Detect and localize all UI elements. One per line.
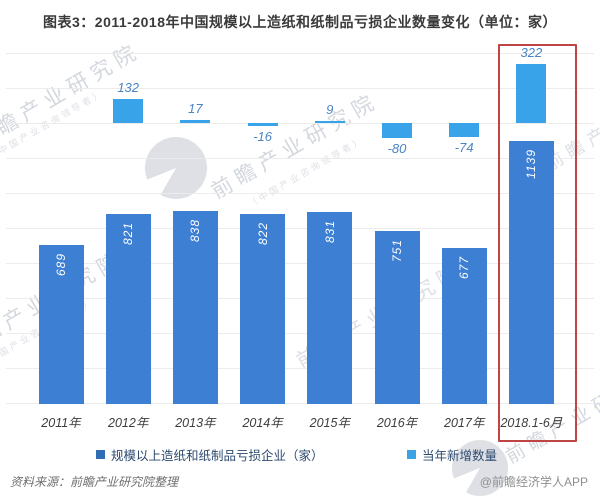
gridline (6, 53, 594, 54)
new-count-value-label: 17 (188, 101, 203, 116)
gridline (6, 123, 594, 124)
data-source-note: 资料来源：前瞻产业研究院整理 (10, 475, 179, 489)
legend-item-loss-enterprises: 规模以上造纸和纸制品亏损企业（家） (96, 445, 324, 464)
chart-legend: 规模以上造纸和纸制品亏损企业（家） 当年新增数量 (0, 445, 600, 464)
bar-new-count (449, 123, 480, 137)
bar-value-label: 822 (255, 222, 270, 246)
bar-new-count (314, 121, 345, 123)
gridline (6, 228, 594, 229)
new-count-value-label: -16 (253, 129, 272, 144)
bar-loss-enterprises (441, 248, 487, 404)
new-count-value-label: 9 (326, 102, 334, 117)
new-count-value-label: -80 (387, 141, 407, 156)
x-axis-label: 2013年 (175, 416, 216, 430)
x-axis-label: 2018.1-6月 (500, 416, 563, 430)
legend-item-new-count: 当年新增数量 (407, 445, 497, 464)
gridline (6, 368, 594, 369)
chart-title: 图表3：2011-2018年中国规模以上造纸和纸制品亏损企业数量变化（单位：家） (43, 14, 557, 30)
bar-new-count (382, 123, 412, 138)
bar-loss-enterprises (240, 214, 286, 404)
bar-value-label: 821 (121, 222, 136, 246)
bar-value-label: 838 (188, 219, 203, 243)
new-count-value-label: -74 (454, 140, 474, 155)
bar-value-label: 677 (457, 256, 472, 280)
legend-swatch-icon (407, 450, 416, 459)
bar-new-count (180, 120, 211, 123)
bar-loss-enterprises (374, 231, 420, 404)
x-axis-label: 2014年 (242, 416, 283, 430)
bar-loss-enterprises (172, 211, 218, 404)
legend-label: 当年新增数量 (422, 449, 498, 463)
legend-label: 规模以上造纸和纸制品亏损企业（家） (111, 449, 324, 463)
x-axis-label: 2012年 (108, 416, 149, 430)
gridline (6, 403, 594, 404)
legend-swatch-icon (96, 450, 105, 459)
bar-new-count (247, 123, 278, 126)
gridline (6, 263, 594, 264)
bar-value-label: 831 (322, 220, 337, 244)
credit-note: @前瞻经济学人APP (479, 475, 588, 489)
bar-value-label: 689 (54, 253, 68, 277)
new-count-value-label: 132 (117, 80, 140, 95)
gridline (6, 88, 594, 89)
bar-loss-enterprises (508, 141, 554, 404)
bar-loss-enterprises (307, 212, 353, 404)
x-axis-label: 2016年 (376, 416, 418, 430)
bar-new-count (113, 99, 144, 123)
x-axis-label: 2017年 (444, 416, 485, 430)
bar-value-label: 751 (390, 239, 404, 263)
gridline (6, 158, 594, 159)
x-axis-label: 2015年 (309, 416, 350, 430)
new-count-value-label: 322 (520, 45, 543, 60)
bar-loss-enterprises (105, 214, 151, 404)
gridline (6, 298, 594, 299)
gridline (6, 333, 594, 334)
x-axis-label: 2011年 (41, 416, 81, 430)
bar-new-count (516, 64, 547, 123)
gridline (6, 193, 594, 194)
bar-loss-enterprises (38, 245, 84, 404)
highlight-box (498, 44, 577, 442)
